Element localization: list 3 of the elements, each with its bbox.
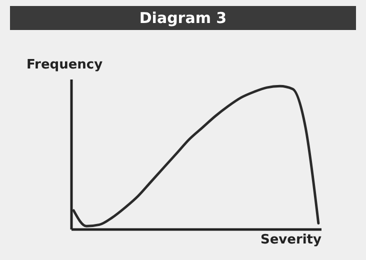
chart-title: Diagram 3 <box>10 6 356 30</box>
y-axis-title: Frequency <box>26 58 104 72</box>
x-axis-title: Severity <box>260 232 322 248</box>
